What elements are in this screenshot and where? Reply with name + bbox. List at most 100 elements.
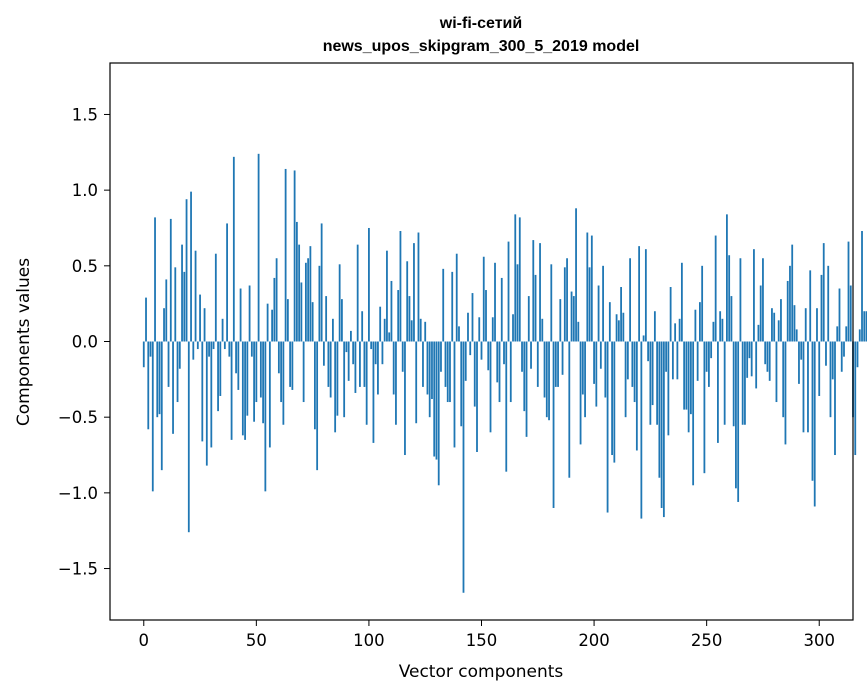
bar-259 bbox=[726, 214, 728, 342]
bar-245 bbox=[694, 309, 697, 342]
bar-54 bbox=[264, 341, 267, 492]
bar-278 bbox=[768, 341, 771, 381]
bar-52 bbox=[259, 341, 262, 398]
bar-250 bbox=[705, 341, 708, 372]
bar-294 bbox=[804, 308, 807, 342]
bar-120 bbox=[413, 243, 415, 342]
bar-217 bbox=[631, 341, 634, 387]
bar-162 bbox=[507, 241, 510, 342]
x-tick-label: 50 bbox=[246, 631, 267, 650]
bar-171 bbox=[527, 296, 530, 342]
bar-157 bbox=[496, 341, 499, 383]
bar-13 bbox=[172, 341, 174, 434]
bar-265 bbox=[739, 258, 742, 342]
bar-105 bbox=[379, 306, 382, 342]
bar-160 bbox=[503, 341, 505, 365]
bar-115 bbox=[401, 341, 404, 372]
bar-309 bbox=[838, 288, 841, 342]
bar-293 bbox=[802, 341, 805, 433]
bar-257 bbox=[721, 318, 724, 342]
bar-131 bbox=[437, 341, 440, 486]
bar-229 bbox=[658, 341, 661, 478]
bar-313 bbox=[847, 241, 850, 342]
bar-14 bbox=[174, 267, 177, 342]
bar-289 bbox=[793, 305, 796, 342]
bar-231 bbox=[662, 341, 665, 518]
bar-191 bbox=[572, 296, 575, 342]
bar-76 bbox=[313, 341, 316, 430]
bar-3 bbox=[149, 341, 152, 357]
bar-240 bbox=[683, 341, 686, 410]
bar-123 bbox=[419, 318, 422, 342]
bar-149 bbox=[478, 317, 481, 342]
x-tick-label: 250 bbox=[691, 631, 723, 650]
bar-39 bbox=[230, 341, 233, 440]
bar-297 bbox=[811, 341, 814, 481]
bar-154 bbox=[489, 341, 492, 433]
bar-233 bbox=[667, 341, 670, 436]
bar-165 bbox=[514, 214, 517, 342]
x-tick-label: 0 bbox=[139, 631, 150, 650]
bar-4 bbox=[151, 341, 154, 492]
bar-209 bbox=[613, 341, 616, 463]
bar-2 bbox=[147, 341, 150, 430]
bar-241 bbox=[685, 341, 688, 410]
bar-210 bbox=[615, 314, 618, 342]
bar-132 bbox=[440, 341, 442, 372]
bar-215 bbox=[626, 341, 629, 380]
bar-119 bbox=[410, 320, 413, 342]
bar-261 bbox=[730, 296, 733, 342]
bar-155 bbox=[491, 317, 494, 342]
bar-183 bbox=[554, 341, 557, 387]
x-tick-label: 200 bbox=[578, 631, 610, 650]
bar-36 bbox=[223, 341, 226, 350]
bar-35 bbox=[221, 318, 224, 342]
bar-200 bbox=[593, 341, 595, 384]
bar-307 bbox=[834, 341, 836, 456]
bar-237 bbox=[676, 341, 679, 380]
bar-90 bbox=[345, 341, 348, 353]
bar-147 bbox=[473, 341, 476, 407]
bar-42 bbox=[237, 341, 240, 390]
bar-214 bbox=[624, 341, 627, 418]
bar-177 bbox=[541, 318, 544, 342]
bar-222 bbox=[642, 335, 645, 342]
bar-302 bbox=[822, 243, 825, 342]
bar-6 bbox=[156, 341, 159, 418]
bar-129 bbox=[433, 341, 436, 457]
bar-206 bbox=[606, 341, 609, 513]
bar-238 bbox=[678, 318, 681, 342]
bar-282 bbox=[777, 320, 780, 342]
bar-81 bbox=[325, 296, 328, 342]
bar-87 bbox=[338, 264, 341, 342]
bar-43 bbox=[239, 288, 242, 342]
bar-88 bbox=[341, 299, 343, 342]
bar-12 bbox=[169, 218, 172, 342]
bar-306 bbox=[831, 341, 834, 380]
bar-298 bbox=[813, 341, 816, 507]
bar-100 bbox=[368, 227, 370, 342]
bar-225 bbox=[649, 341, 652, 425]
bar-301 bbox=[820, 274, 823, 342]
bar-186 bbox=[561, 341, 564, 375]
y-tick-label: 1.5 bbox=[72, 105, 98, 124]
bar-18 bbox=[183, 271, 186, 342]
bar-182 bbox=[552, 341, 555, 508]
bar-69 bbox=[298, 244, 301, 342]
bar-148 bbox=[476, 341, 478, 452]
bar-108 bbox=[386, 250, 388, 342]
bar-136 bbox=[449, 341, 451, 403]
bar-308 bbox=[836, 326, 839, 342]
bar-170 bbox=[525, 341, 528, 437]
bar-126 bbox=[426, 341, 429, 395]
bar-230 bbox=[660, 341, 663, 508]
bar-251 bbox=[708, 341, 710, 387]
bar-296 bbox=[809, 270, 812, 342]
bar-66 bbox=[291, 341, 294, 390]
bar-256 bbox=[719, 311, 722, 342]
bar-262 bbox=[732, 341, 735, 427]
bar-97 bbox=[361, 311, 364, 342]
bar-195 bbox=[581, 341, 584, 395]
bar-260 bbox=[728, 255, 731, 342]
bar-268 bbox=[746, 341, 749, 378]
